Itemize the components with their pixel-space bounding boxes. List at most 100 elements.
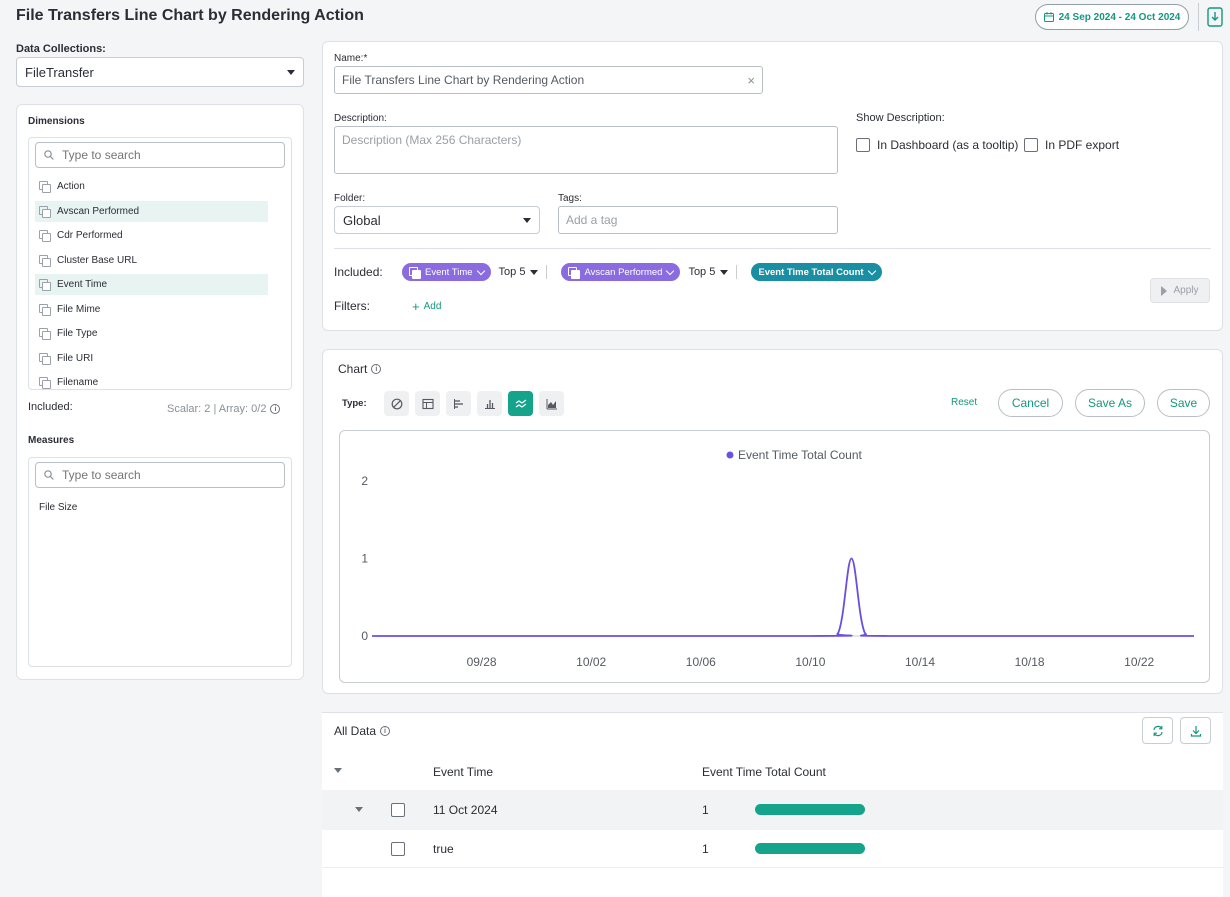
tags-placeholder: Add a tag (566, 213, 618, 227)
calendar-icon (1043, 12, 1054, 22)
reset-button[interactable]: Reset (951, 397, 978, 408)
clear-icon[interactable]: × (747, 72, 755, 88)
header-divider (1198, 3, 1199, 31)
dimensions-list[interactable]: Action Avscan Performed Cdr Performed Clust… (28, 137, 292, 390)
expand-row-icon[interactable] (355, 807, 363, 812)
measures-search[interactable] (35, 462, 285, 488)
info-icon[interactable]: i (270, 404, 281, 414)
form-divider (334, 248, 1211, 249)
save-as-button[interactable]: Save As (1075, 389, 1145, 417)
export-download-button[interactable] (1205, 6, 1225, 28)
chart-type-line[interactable] (508, 391, 533, 416)
row-checkbox[interactable] (391, 842, 405, 856)
dimension-item[interactable]: Filename (35, 372, 268, 389)
chart-type-selector (384, 391, 564, 416)
chart-type-table[interactable] (415, 391, 440, 416)
folder-value: Global (343, 212, 381, 228)
included-label: Included: (28, 401, 73, 413)
add-filter-button[interactable]: + Add (412, 299, 441, 314)
chart-type-vertical-bar[interactable] (477, 391, 502, 416)
all-data-title: All Data (334, 724, 377, 738)
table-icon (421, 398, 434, 409)
description-field[interactable]: Description (Max 256 Characters) (334, 126, 838, 174)
play-icon (1161, 285, 1168, 296)
chip-event-time-total-count[interactable]: Event Time Total Count (751, 263, 882, 281)
apply-button[interactable]: Apply (1150, 278, 1210, 303)
horizontal-bar-icon (453, 398, 463, 409)
refresh-button[interactable] (1142, 717, 1173, 744)
column-header-event-time[interactable]: Event Time (433, 765, 494, 779)
chip-event-time[interactable]: Event Time (402, 263, 491, 281)
table-row[interactable] (322, 830, 1223, 868)
dimension-label: Avscan Performed (57, 205, 140, 217)
line-chart: 0 1 2 09/28 10/02 10/06 10/10 10/14 10/18 10/22 Ev… (361, 448, 1194, 669)
name-field[interactable]: File Transfers Line Chart by Rendering A… (334, 66, 763, 94)
row-checkbox[interactable] (391, 803, 405, 817)
dimension-item[interactable]: Event Time (35, 274, 268, 295)
measures-list[interactable]: File Size (28, 457, 292, 667)
row-count-bar (755, 804, 865, 815)
dimension-icon (568, 266, 581, 279)
dimension-item[interactable]: Action (35, 176, 268, 197)
chart-header: Chart i (338, 362, 382, 376)
x-tick-label: 10/06 (686, 655, 716, 669)
tags-field[interactable]: Add a tag (558, 206, 838, 234)
save-button[interactable]: Save (1157, 389, 1210, 417)
show-in-pdf-option[interactable]: In PDF export (1024, 138, 1119, 152)
measures-search-input[interactable] (60, 467, 260, 483)
event-time-top-select[interactable]: Top 5 (499, 266, 539, 278)
chart-type-area[interactable] (539, 391, 564, 416)
chart-area: 0 1 2 09/28 10/02 10/06 10/10 10/14 10/18 10/22 Ev… (339, 430, 1210, 683)
show-in-pdf-checkbox[interactable] (1024, 138, 1038, 152)
data-collection-select[interactable]: FileTransfer (16, 57, 304, 87)
dimension-icon (409, 266, 421, 279)
dimensions-search[interactable] (35, 142, 285, 168)
measure-item-file-size[interactable]: File Size (39, 502, 78, 513)
info-icon[interactable]: i (371, 364, 382, 374)
dimension-item[interactable]: Cdr Performed (35, 225, 268, 246)
x-tick-label: 10/22 (1124, 655, 1154, 669)
y-tick-label: 2 (361, 474, 368, 488)
row-avscan-value: true (433, 842, 454, 856)
show-in-dashboard-option[interactable]: In Dashboard (as a tooltip) (856, 138, 1018, 152)
dimensions-search-input[interactable] (60, 147, 260, 163)
included-summary: Scalar: 2 | Array: 0/2 i (167, 403, 281, 415)
dimension-item[interactable]: Avscan Performed (35, 200, 268, 222)
avscan-top-select[interactable]: Top 5 (688, 266, 729, 278)
add-filter-label: Add (423, 301, 442, 312)
caret-down-icon (720, 269, 729, 275)
chart-type-none[interactable] (384, 391, 409, 416)
chip-avscan-performed[interactable]: Avscan Performed (561, 263, 681, 281)
date-range-picker[interactable]: 24 Sep 2024 - 24 Oct 2024 (1035, 4, 1189, 30)
chart-type-horizontal-bar[interactable] (446, 391, 471, 416)
info-icon[interactable]: i (380, 726, 391, 736)
folder-select[interactable]: Global (334, 206, 540, 234)
date-range-text: 24 Sep 2024 - 24 Oct 2024 (1058, 11, 1181, 23)
chevron-down-icon (867, 266, 876, 275)
dimension-label: File Mime (57, 303, 101, 315)
legend-label: Event Time Total Count (738, 448, 863, 462)
dimension-item[interactable]: File Type (35, 323, 268, 344)
show-in-pdf-label: In PDF export (1045, 138, 1120, 152)
dimension-label: Filename (57, 377, 99, 388)
collapse-all-icon[interactable] (334, 768, 342, 773)
dimension-item[interactable]: File URI (35, 348, 268, 369)
row-count: 1 (702, 803, 709, 817)
dimension-icon (39, 352, 51, 365)
dimension-icon (39, 181, 51, 193)
data-collections-label: Data Collections: (16, 43, 106, 55)
cancel-button[interactable]: Cancel (998, 389, 1063, 417)
legend-marker (726, 451, 734, 459)
dimension-icon (39, 377, 51, 389)
chip-avscan-label: Avscan Performed (584, 266, 663, 278)
download-data-button[interactable] (1180, 717, 1211, 744)
dimension-item[interactable]: Cluster Base URL (35, 250, 268, 271)
column-header-total-count[interactable]: Event Time Total Count (702, 765, 826, 779)
dimension-icon (39, 205, 51, 218)
data-collection-value: FileTransfer (25, 64, 94, 80)
caret-down-icon (287, 69, 295, 75)
caret-down-icon (530, 269, 539, 275)
show-description-label: Show Description: (856, 112, 945, 124)
dimension-item[interactable]: File Mime (35, 299, 268, 320)
show-in-dashboard-checkbox[interactable] (856, 138, 870, 152)
